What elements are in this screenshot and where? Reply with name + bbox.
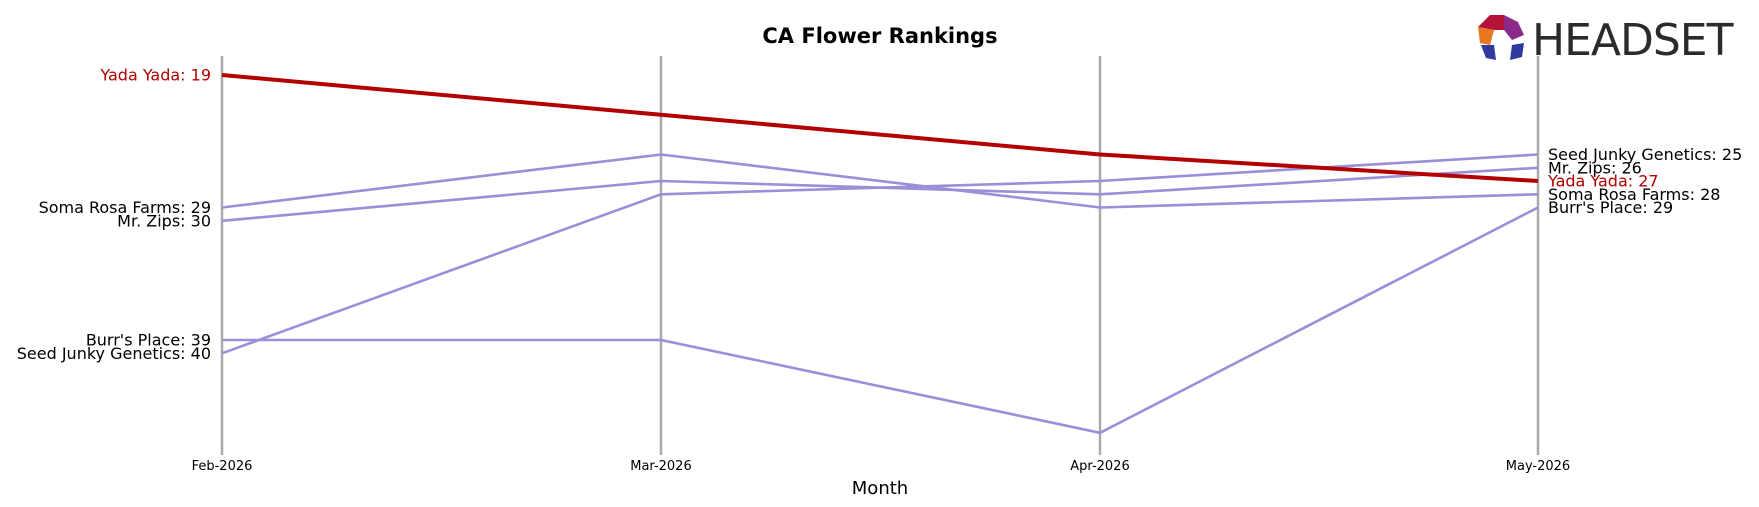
headset-logo-icon — [1478, 15, 1524, 60]
x-tick-label: Mar-2026 — [630, 459, 691, 474]
x-tick-label: Feb-2026 — [192, 459, 253, 474]
right-end-label: Burr's Place: 29 — [1548, 198, 1673, 217]
right-end-label: Mr. Zips: 26 — [1548, 158, 1642, 177]
series-line-burr-s-place — [222, 206, 1539, 435]
left-end-label: Yada Yada: 19 — [99, 66, 211, 85]
series-line-soma-rosa-farms — [221, 153, 1539, 209]
left-end-label: Mr. Zips: 30 — [117, 211, 211, 230]
logo-text: HEADSET — [1532, 15, 1734, 66]
chart-title: CA Flower Rankings — [762, 24, 997, 48]
x-axis-label: Month — [852, 478, 908, 499]
left-end-label: Burr's Place: 39 — [86, 331, 211, 350]
right-end-label: Soma Rosa Farms: 28 — [1548, 185, 1720, 204]
series-line-mr-zips — [221, 166, 1539, 223]
right-end-label: Yada Yada: 27 — [1547, 172, 1659, 191]
left-end-label: Seed Junky Genetics: 40 — [17, 344, 211, 363]
grid-lines — [220, 56, 1540, 455]
series-line-yada-yada — [221, 73, 1539, 183]
left-end-label: Soma Rosa Farms: 29 — [39, 198, 211, 217]
x-tick-labels: Feb-2026 Mar-2026 Apr-2026 May-2026 — [192, 459, 1571, 474]
headset-logo: HEADSET — [1478, 15, 1735, 66]
right-end-label: Seed Junky Genetics: 25 — [1548, 145, 1742, 164]
x-tick-label: May-2026 — [1506, 459, 1570, 474]
x-tick-label: Apr-2026 — [1070, 459, 1129, 474]
series-lines — [221, 73, 1539, 435]
